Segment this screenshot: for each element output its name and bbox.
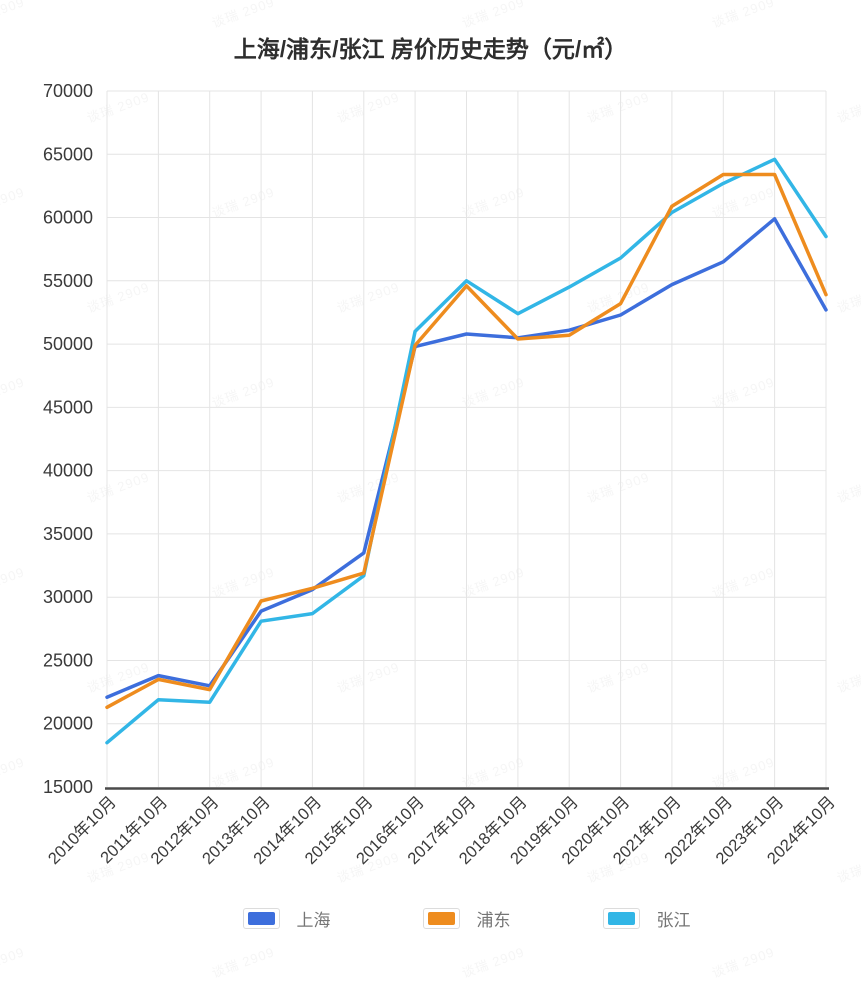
legend-label-shanghai: 上海 [296, 911, 331, 930]
y-axis-tick-label: 55000 [43, 271, 93, 291]
y-axis-tick-label: 65000 [43, 144, 93, 164]
y-axis-tick-label: 15000 [43, 777, 93, 797]
legend-swatch-pudong [422, 908, 460, 929]
legend-swatch-color-shanghai [247, 912, 275, 925]
y-axis-tick-label: 60000 [43, 208, 93, 228]
legend-item-pudong[interactable]: 浦东 [422, 906, 511, 931]
legend-item-shanghai[interactable]: 上海 [242, 906, 331, 931]
legend-swatch-shanghai [242, 908, 280, 929]
y-axis-tick-label: 40000 [43, 461, 93, 481]
y-axis-tick-label: 20000 [43, 714, 93, 734]
y-axis-tick-label: 70000 [43, 81, 93, 101]
legend-label-zhangjiang: 张江 [656, 911, 691, 930]
legend: 上海 浦东 张江 [107, 906, 826, 931]
legend-swatch-zhangjiang [602, 908, 640, 929]
y-axis-tick-label: 30000 [43, 587, 93, 607]
y-axis-tick-label: 45000 [43, 397, 93, 417]
series-line-zhangjiang [105, 157, 828, 745]
y-axis-tick-label: 50000 [43, 334, 93, 354]
legend-swatch-color-pudong [427, 912, 455, 925]
legend-swatch-color-zhangjiang [607, 912, 635, 925]
series-line-pudong [105, 172, 828, 710]
legend-label-pudong: 浦东 [476, 911, 511, 930]
legend-item-zhangjiang[interactable]: 张江 [602, 906, 691, 931]
chart-title: 上海/浦东/张江 房价历史走势（元/㎡） [233, 36, 628, 62]
y-axis-tick-label: 35000 [43, 524, 93, 544]
y-axis-tick-label: 25000 [43, 651, 93, 671]
